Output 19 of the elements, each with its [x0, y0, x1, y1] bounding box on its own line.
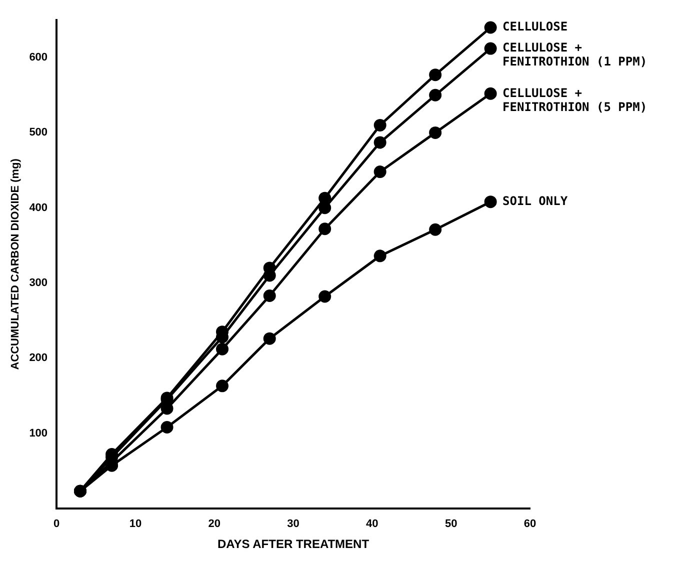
x-tick-label: 50 — [444, 518, 458, 530]
x-tick-label: 40 — [366, 518, 378, 530]
series-label: CELLULOSE + FENITROTHION (5 PPM) — [502, 86, 648, 114]
x-tick-label: 20 — [208, 518, 220, 530]
x-tick-label: 0 — [53, 518, 60, 530]
y-tick-label: 500 — [29, 126, 48, 139]
series-label: CELLULOSE — [502, 20, 568, 34]
x-axis-title: DAYS AFTER TREATMENT — [217, 537, 370, 552]
y-axis-title: ACCUMULATED CARBON DIOXIDE (mg) — [10, 158, 22, 370]
x-tick-label: 30 — [287, 518, 300, 530]
series-label: CELLULOSE + FENITROTHION (1 PPM) — [502, 40, 648, 69]
y-tick-label: 100 — [29, 427, 48, 440]
y-tick-label: 200 — [29, 352, 48, 364]
y-tick-label: 600 — [29, 52, 48, 64]
y-tick-label: 300 — [29, 277, 48, 290]
x-tick-label: 10 — [129, 518, 142, 530]
y-tick-label: 400 — [29, 202, 48, 214]
series-label: SOIL ONLY — [502, 194, 568, 208]
x-tick-label: 60 — [524, 518, 536, 530]
